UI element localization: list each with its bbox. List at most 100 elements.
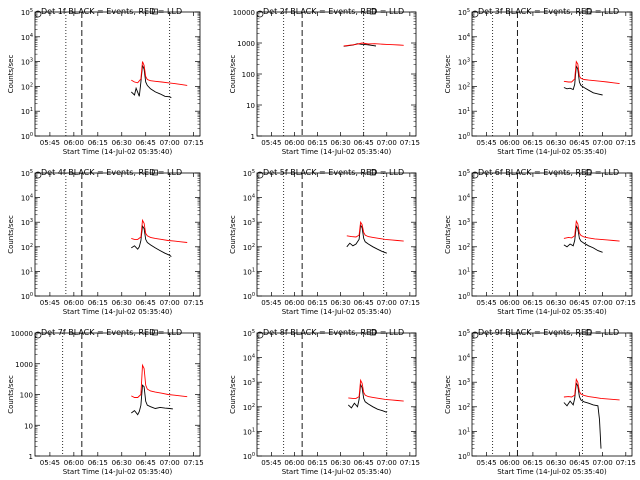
x-tick-label: 06:45 xyxy=(136,459,156,467)
series-line-events xyxy=(131,224,172,257)
series-line-lld xyxy=(563,60,620,85)
x-tick-label: 06:00 xyxy=(500,139,520,147)
series-line-events xyxy=(563,381,602,449)
y-tick-label: 100 xyxy=(21,292,33,301)
series-line-events xyxy=(563,224,603,253)
x-tick-label: 07:15 xyxy=(184,299,204,307)
y-tick-label: 1000 xyxy=(15,361,33,369)
panel-title: Det 4f BLACK = Events, RED = LLD xyxy=(41,168,182,177)
x-tick-label: 06:45 xyxy=(354,139,374,147)
y-tick-label: 103 xyxy=(21,58,33,67)
x-tick-label: 05:45 xyxy=(261,299,281,307)
y-tick-label: 104 xyxy=(21,33,33,42)
y-tick-label: 105 xyxy=(243,169,255,178)
x-tick-label: 06:45 xyxy=(569,459,589,467)
end-marker-glyph xyxy=(152,169,158,176)
end-marker-glyph xyxy=(369,8,376,15)
start-marker-glyph xyxy=(471,10,479,18)
y-tick-label: 1 xyxy=(251,133,255,141)
start-marker-glyph xyxy=(256,10,264,18)
y-tick-label: 100 xyxy=(458,452,470,461)
y-axis-label: Counts/sec xyxy=(444,375,452,414)
detector-panel-3: Det 3f BLACK = Events, RED = LLD 05:45 06:… xyxy=(444,7,636,156)
y-tick-label: 100 xyxy=(242,71,255,79)
x-tick-label: 06:30 xyxy=(112,139,132,147)
series-line-lld xyxy=(131,218,188,243)
x-tick-label: 07:15 xyxy=(400,459,420,467)
x-tick-label: 07:00 xyxy=(592,299,612,307)
panel-title: Det 1f BLACK = Events, RED = LLD xyxy=(41,7,182,16)
x-tick-label: 06:15 xyxy=(88,459,108,467)
y-tick-label: 104 xyxy=(458,194,470,203)
x-tick-label: 07:15 xyxy=(616,299,636,307)
x-tick-label: 06:45 xyxy=(136,299,156,307)
y-tick-label: 102 xyxy=(243,243,255,252)
x-tick-label: 06:00 xyxy=(64,459,84,467)
plot-frame xyxy=(471,11,633,137)
y-tick-label: 103 xyxy=(243,218,255,227)
y-tick-label: 104 xyxy=(21,194,33,203)
series-line-lld xyxy=(131,61,188,86)
x-tick-label: 07:00 xyxy=(160,459,180,467)
x-axis-label: Start Time (14-Jul-02 05:35:40) xyxy=(497,468,607,476)
y-axis-label: Counts/sec xyxy=(7,375,15,414)
x-tick-label: 07:00 xyxy=(592,139,612,147)
y-tick-label: 104 xyxy=(458,354,470,363)
x-tick-label: 06:30 xyxy=(112,459,132,467)
y-tick-label: 103 xyxy=(21,218,33,227)
detector-panel-4: Det 4f BLACK = Events, RED = LLD 05:45 06:… xyxy=(7,168,204,316)
y-tick-label: 104 xyxy=(243,194,255,203)
panel-title: Det 9f BLACK = Events, RED = LLD xyxy=(478,328,619,337)
x-tick-label: 06:30 xyxy=(331,139,351,147)
detector-panel-6: Det 6f BLACK = Events, RED = LLD 05:45 06:… xyxy=(444,168,636,316)
x-tick-label: 07:15 xyxy=(400,139,420,147)
end-marker-glyph xyxy=(152,8,158,15)
end-marker-glyph xyxy=(585,8,592,15)
end-marker-glyph xyxy=(369,329,376,336)
panel-title: Det 6f BLACK = Events, RED = LLD xyxy=(478,168,619,177)
series-line-events xyxy=(347,382,387,413)
y-tick-label: 101 xyxy=(21,267,33,276)
y-tick-label: 102 xyxy=(458,243,470,252)
x-tick-label: 06:00 xyxy=(64,139,84,147)
y-tick-label: 10 xyxy=(246,102,255,110)
y-tick-label: 100 xyxy=(458,132,470,141)
x-tick-label: 05:45 xyxy=(476,299,496,307)
start-marker-glyph xyxy=(34,10,42,18)
x-tick-label: 06:45 xyxy=(136,139,156,147)
y-tick-label: 101 xyxy=(458,267,470,276)
x-tick-label: 06:15 xyxy=(307,459,327,467)
series-line-lld xyxy=(348,378,404,402)
detector-panel-7: Det 7f BLACK = Events, RED = LLD 05:45 06:… xyxy=(7,328,204,476)
plot-frame xyxy=(34,332,201,457)
y-axis-label: Counts/sec xyxy=(444,215,452,254)
y-tick-label: 102 xyxy=(458,403,470,412)
end-marker-glyph xyxy=(369,169,376,176)
x-tick-label: 07:15 xyxy=(616,139,636,147)
x-tick-label: 07:00 xyxy=(160,139,180,147)
x-tick-label: 05:45 xyxy=(40,139,60,147)
panel-title: Det 7f BLACK = Events, RED = LLD xyxy=(41,328,182,337)
series-line-events xyxy=(346,223,387,254)
x-tick-label: 06:15 xyxy=(523,139,543,147)
y-tick-label: 105 xyxy=(243,329,255,338)
y-tick-label: 1000 xyxy=(237,40,255,48)
y-tick-label: 103 xyxy=(458,378,470,387)
y-tick-label: 10 xyxy=(24,422,33,430)
x-tick-label: 05:45 xyxy=(40,459,60,467)
y-tick-label: 101 xyxy=(458,107,470,116)
y-tick-label: 105 xyxy=(458,8,470,17)
x-axis-label: Start Time (14-Jul-02 05:35:40) xyxy=(497,308,607,316)
x-tick-label: 05:45 xyxy=(40,299,60,307)
series-line-lld xyxy=(346,220,404,242)
detector-panel-9: Det 9f BLACK = Events, RED = LLD 05:45 06:… xyxy=(444,328,636,476)
end-marker-glyph xyxy=(585,329,592,336)
x-tick-label: 06:30 xyxy=(112,299,132,307)
plot-frame xyxy=(256,332,417,457)
x-tick-label: 05:45 xyxy=(261,139,281,147)
start-marker-glyph xyxy=(34,331,42,339)
plot-frame xyxy=(256,11,417,137)
x-tick-label: 06:15 xyxy=(523,459,543,467)
x-tick-label: 06:30 xyxy=(546,459,566,467)
